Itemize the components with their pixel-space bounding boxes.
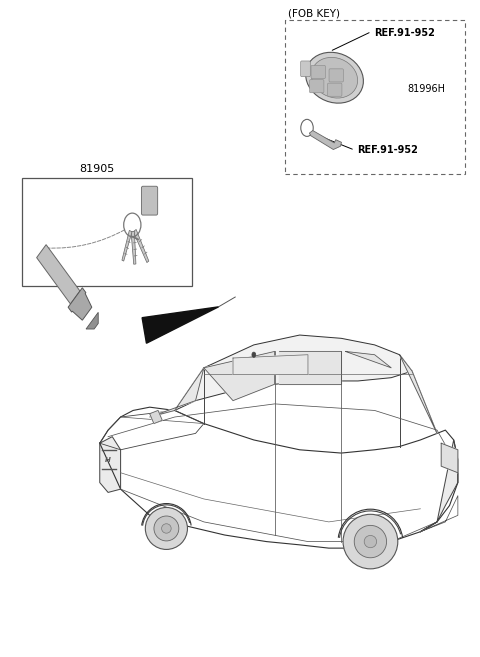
- Text: (FOB KEY): (FOB KEY): [288, 9, 340, 18]
- Ellipse shape: [145, 507, 188, 549]
- Polygon shape: [175, 335, 412, 411]
- Polygon shape: [441, 443, 458, 473]
- FancyBboxPatch shape: [311, 66, 325, 78]
- Polygon shape: [86, 312, 98, 329]
- Polygon shape: [36, 244, 80, 304]
- Ellipse shape: [162, 524, 171, 533]
- Circle shape: [252, 352, 256, 357]
- Polygon shape: [346, 351, 391, 368]
- FancyBboxPatch shape: [329, 69, 343, 82]
- Polygon shape: [100, 437, 120, 492]
- Polygon shape: [420, 440, 458, 532]
- Polygon shape: [233, 355, 308, 374]
- Polygon shape: [279, 351, 341, 384]
- Polygon shape: [142, 307, 218, 343]
- FancyBboxPatch shape: [310, 79, 324, 93]
- Bar: [286, 20, 465, 174]
- FancyBboxPatch shape: [300, 61, 310, 77]
- Text: REF.91-952: REF.91-952: [374, 28, 435, 39]
- FancyBboxPatch shape: [327, 83, 342, 96]
- Text: REF.91-952: REF.91-952: [357, 145, 418, 155]
- Polygon shape: [204, 351, 275, 401]
- Polygon shape: [306, 53, 363, 103]
- Polygon shape: [312, 57, 358, 98]
- Ellipse shape: [364, 535, 377, 548]
- Bar: [22, 177, 192, 286]
- Polygon shape: [399, 355, 437, 434]
- FancyBboxPatch shape: [142, 186, 157, 215]
- Polygon shape: [310, 131, 341, 150]
- Text: H: H: [105, 457, 111, 463]
- Polygon shape: [131, 231, 136, 264]
- Text: 81996H: 81996H: [408, 84, 445, 94]
- Ellipse shape: [343, 514, 398, 569]
- Text: 81905: 81905: [80, 164, 115, 174]
- Polygon shape: [122, 231, 132, 261]
- Ellipse shape: [354, 526, 386, 558]
- Polygon shape: [150, 368, 204, 417]
- Polygon shape: [133, 229, 149, 263]
- Polygon shape: [68, 288, 92, 320]
- Ellipse shape: [154, 516, 179, 541]
- Polygon shape: [150, 411, 162, 424]
